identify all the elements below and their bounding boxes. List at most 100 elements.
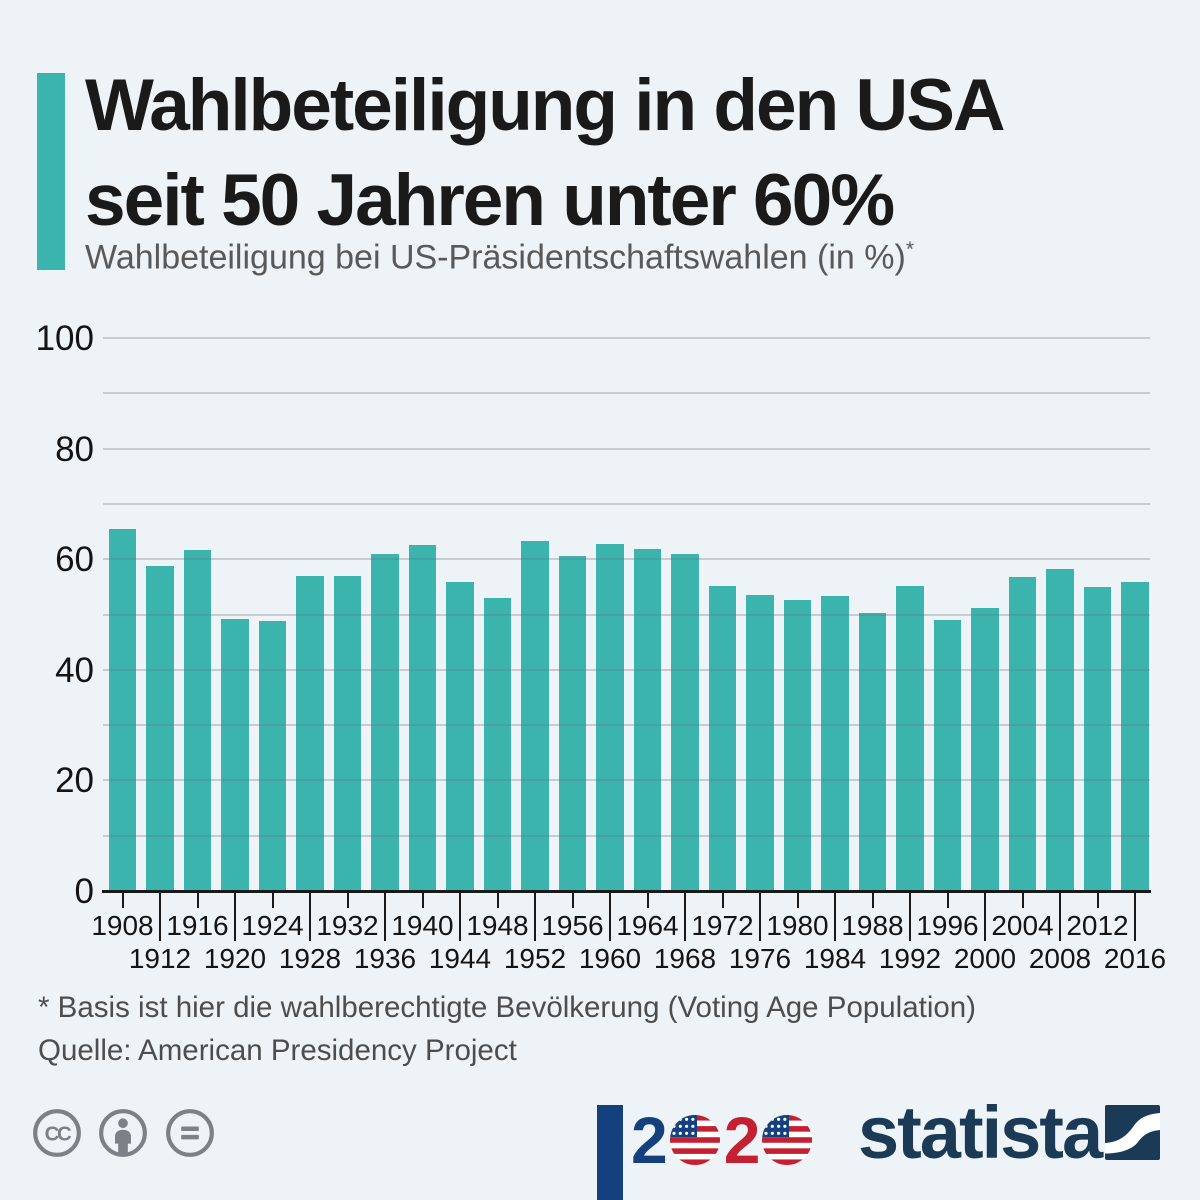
gridline-20: [103, 779, 1150, 782]
x-axis-label-1976: 1976: [728, 943, 792, 974]
election-digit-2: 2: [723, 1103, 761, 1177]
election-2020-logo: 2 2: [631, 1103, 813, 1177]
x-tick-1944: [459, 892, 461, 941]
cc-icon: CC: [33, 1109, 81, 1157]
bar-2000: [971, 607, 999, 891]
x-axis-label-1996: 1996: [916, 910, 979, 941]
footnote-basis: * Basis ist hier die wahlberechtigte Bev…: [38, 991, 977, 1024]
title-accent-bar: [37, 73, 65, 270]
gridline-10: [103, 834, 1150, 837]
x-tick-1912: [159, 892, 161, 941]
y-axis-label-0: 0: [74, 872, 94, 911]
gridline-60: [103, 558, 1150, 561]
bar-1932: [333, 576, 362, 891]
y-axis-label-80: 80: [55, 429, 94, 469]
bar-1996: [933, 620, 962, 891]
bar-1972: [708, 585, 737, 891]
flag-zero-icon: [762, 1115, 813, 1165]
y-axis-label-100: 100: [35, 319, 94, 358]
x-tick-1996: [946, 892, 949, 908]
election-digit-0: 2: [631, 1103, 668, 1177]
x-tick-2000: [984, 892, 986, 941]
svg-text:CC: CC: [45, 1123, 72, 1145]
x-tick-1988: [871, 892, 874, 908]
footnote-source: Quelle: American Presidency Project: [38, 1034, 517, 1067]
x-tick-2016: [1134, 892, 1136, 941]
page-title: Wahlbeteiligung in den USA seit 50 Jahre…: [85, 58, 1165, 248]
gridline-40: [103, 668, 1150, 671]
x-axis-line: [102, 890, 1151, 893]
bar-1968: [671, 554, 699, 891]
bar-1992: [896, 585, 924, 891]
x-tick-1956: [571, 892, 574, 908]
x-axis-label-1932: 1932: [316, 910, 379, 941]
x-tick-1932: [346, 892, 349, 908]
bar-2004: [1008, 577, 1037, 891]
bar-1928: [296, 576, 324, 891]
x-tick-1936: [384, 892, 386, 941]
x-axis-label-1940: 1940: [391, 910, 454, 941]
bar-1924: [258, 620, 287, 891]
bar-1988: [858, 612, 887, 891]
gridline-100: [103, 337, 1150, 339]
x-axis-label-2004: 2004: [991, 910, 1054, 941]
gridline-90: [103, 392, 1150, 395]
x-tick-1920: [234, 892, 236, 941]
statista-wordmark: statista: [858, 1091, 1103, 1174]
x-axis-label-1908: 1908: [91, 910, 154, 941]
statista-logo-icon: [1105, 1105, 1160, 1160]
x-tick-1948: [496, 892, 499, 908]
x-axis-label-1968: 1968: [653, 943, 717, 974]
x-tick-1908: [121, 892, 124, 908]
title-line-1: Wahlbeteiligung in den USA: [85, 65, 1006, 146]
x-axis-label-2008: 2008: [1028, 943, 1092, 974]
bar-1956: [558, 555, 587, 891]
x-tick-2012: [1096, 892, 1099, 908]
x-axis-label-1964: 1964: [616, 910, 679, 941]
bar-1936: [371, 553, 399, 891]
x-axis-label-1972: 1972: [691, 910, 754, 941]
x-axis-label-1992: 1992: [878, 943, 942, 974]
x-axis-label-1924: 1924: [241, 910, 304, 941]
x-tick-1976: [759, 892, 761, 941]
x-axis-label-1956: 1956: [541, 910, 604, 941]
x-axis-label-1920: 1920: [203, 943, 267, 974]
x-tick-1984: [834, 892, 836, 941]
x-tick-1972: [721, 892, 724, 908]
x-axis-label-1916: 1916: [166, 910, 229, 941]
gridline-70: [103, 502, 1150, 505]
x-tick-1928: [309, 892, 311, 941]
x-axis-label-2000: 2000: [953, 943, 1017, 974]
bar-1944: [446, 581, 474, 891]
x-tick-1952: [534, 892, 536, 941]
chart-subtitle: Wahlbeteiligung bei US-Präsidentschaftsw…: [85, 238, 915, 277]
bar-1908: [108, 529, 137, 891]
bar-1920: [221, 618, 249, 891]
y-axis-label-20: 20: [55, 761, 94, 801]
x-tick-2008: [1059, 892, 1061, 941]
flag-zero-icon: [669, 1115, 720, 1165]
x-tick-1964: [646, 892, 649, 908]
x-tick-1924: [271, 892, 274, 908]
x-axis-label-2016: 2016: [1103, 943, 1167, 974]
cc-nd-icon: [165, 1109, 214, 1157]
election-2020-accent-bar: [597, 1105, 623, 1200]
x-tick-1916: [196, 892, 199, 908]
x-axis-label-1952: 1952: [503, 943, 567, 974]
y-axis-label-60: 60: [55, 540, 94, 580]
bar-2008: [1046, 569, 1074, 891]
x-axis-label-1988: 1988: [841, 910, 904, 941]
x-tick-1960: [609, 892, 611, 941]
x-axis-label-1984: 1984: [803, 943, 867, 974]
bar-2016: [1121, 582, 1149, 891]
x-axis-label-1944: 1944: [428, 943, 492, 974]
cc-by-icon: [99, 1109, 148, 1157]
bar-1984: [821, 596, 849, 891]
x-tick-1940: [421, 892, 424, 908]
x-axis-label-1912: 1912: [128, 943, 192, 974]
x-tick-2004: [1021, 892, 1024, 908]
bar-1940: [408, 545, 437, 891]
bar-1916: [183, 550, 212, 891]
x-tick-1968: [684, 892, 686, 941]
y-axis-label-40: 40: [55, 650, 94, 690]
